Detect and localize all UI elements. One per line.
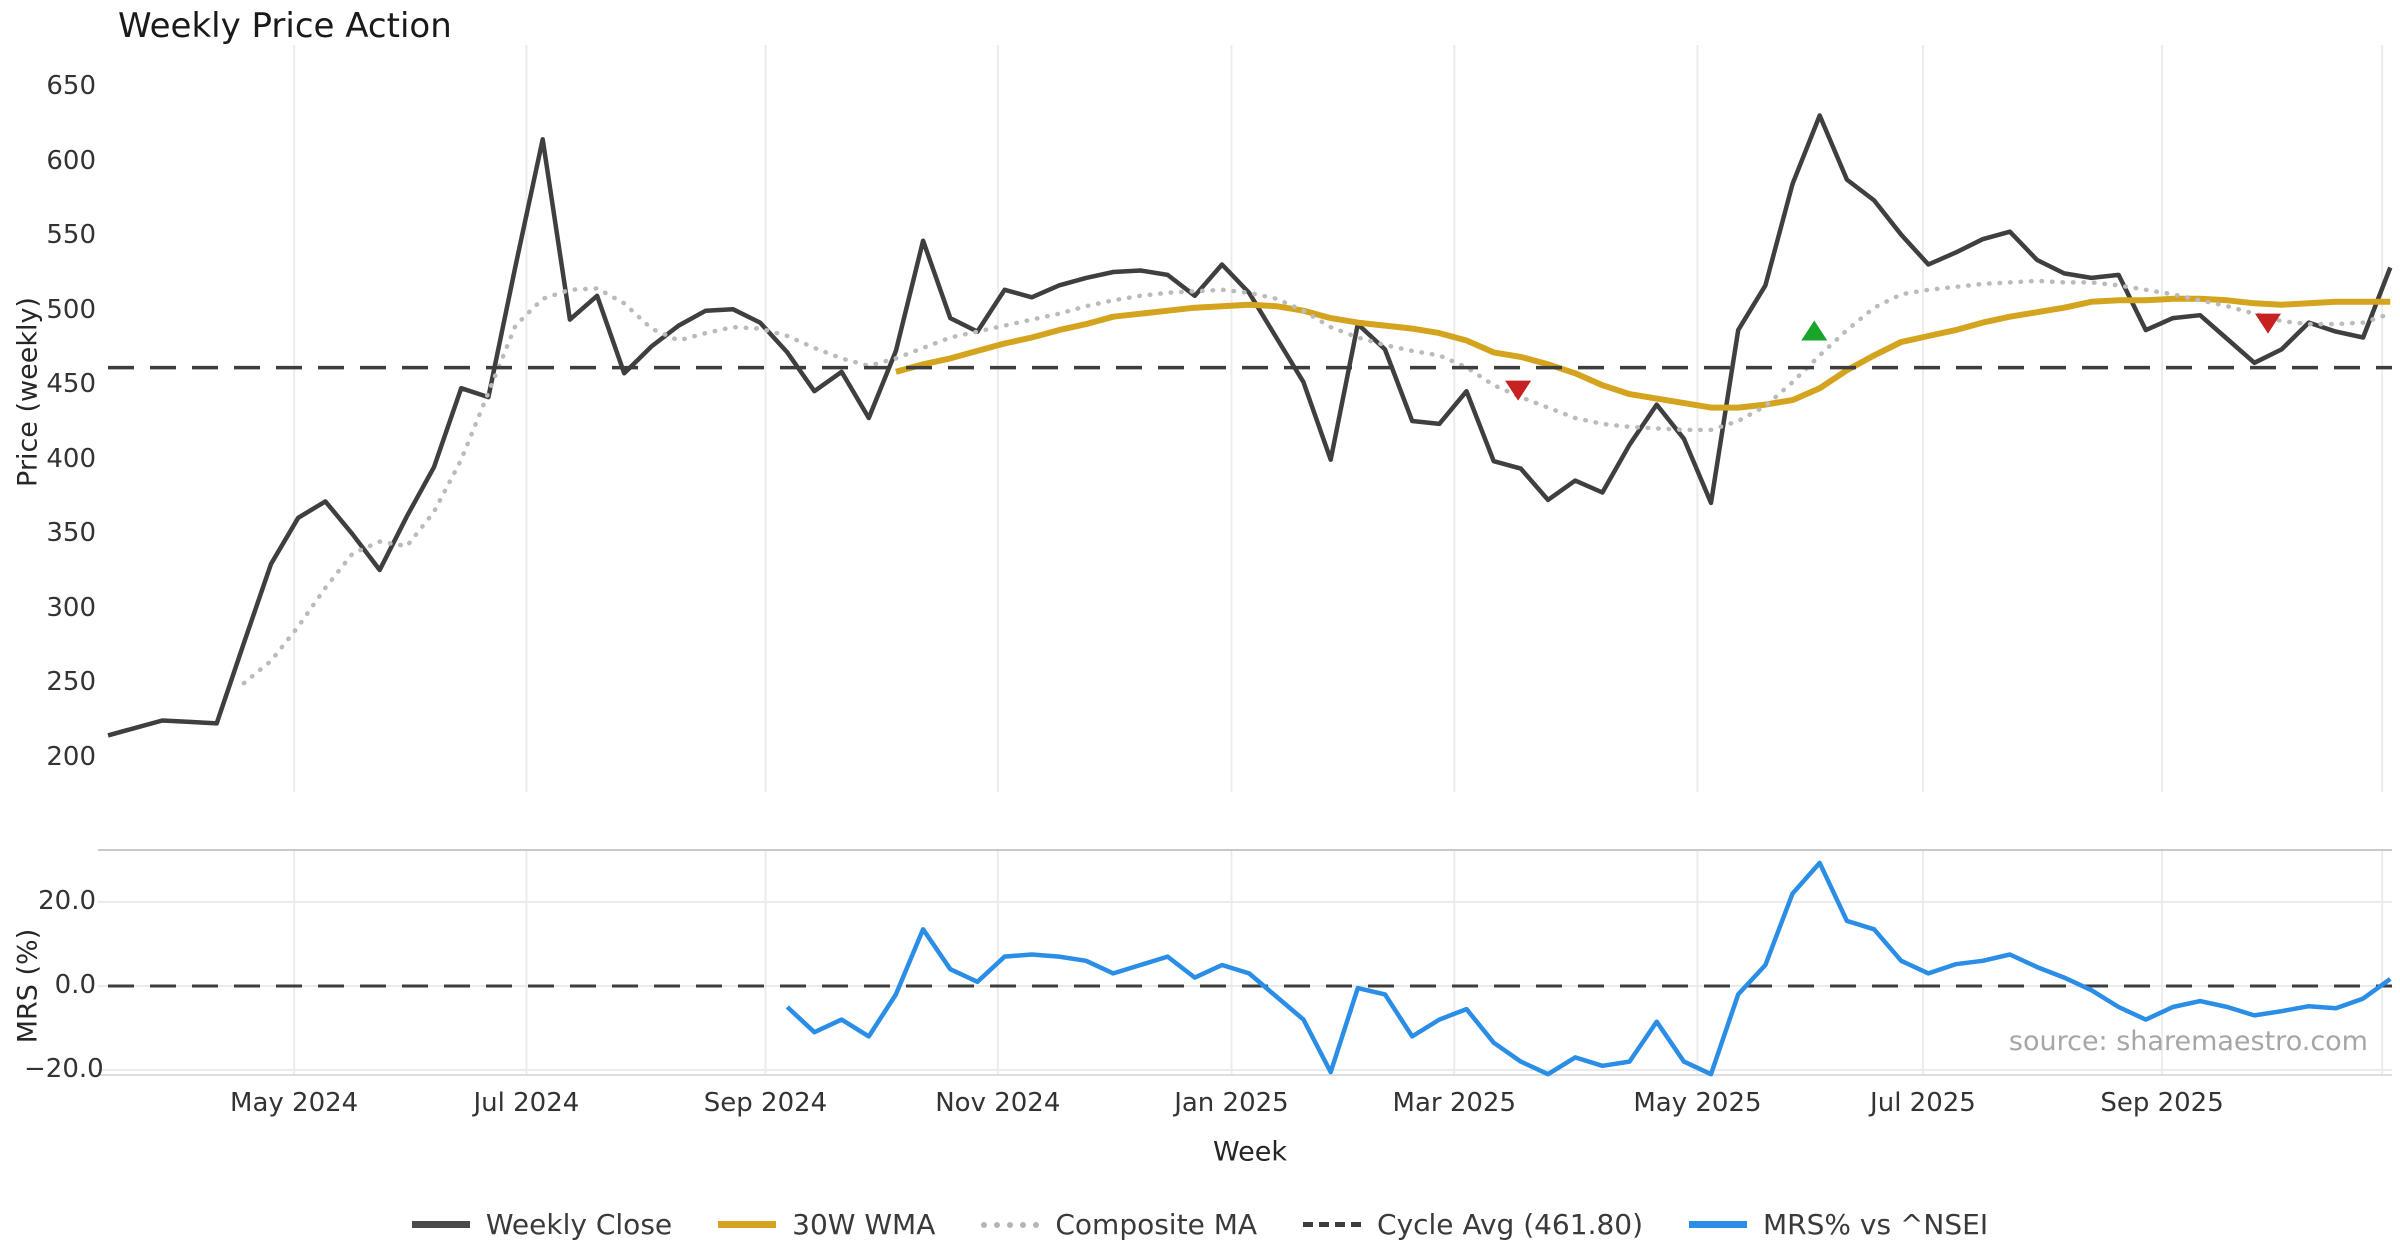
chart-title: Weekly Price Action bbox=[118, 6, 452, 46]
mrs-tick-label: −20.0 bbox=[24, 1054, 104, 1084]
price-tick-label: 200 bbox=[46, 741, 96, 772]
sell-marker-icon bbox=[2255, 313, 2282, 334]
x-tick-label: Sep 2025 bbox=[2100, 1088, 2224, 1118]
price-tick-label: 400 bbox=[46, 443, 96, 474]
legend: Weekly Close 30W WMA Composite MA Cycle Avg… bbox=[0, 1208, 2400, 1241]
legend-swatch-icon bbox=[1303, 1222, 1362, 1227]
x-tick-label: Nov 2024 bbox=[935, 1088, 1061, 1118]
x-tick-label: May 2025 bbox=[1633, 1088, 1762, 1118]
price-tick-label: 650 bbox=[46, 71, 96, 102]
series-mrs-vs-nsei bbox=[785, 860, 2392, 1077]
legend-label: Composite MA bbox=[1055, 1208, 1258, 1241]
x-tick-label: Sep 2024 bbox=[703, 1088, 828, 1118]
legend-item-30w-wma: 30W WMA bbox=[718, 1208, 935, 1241]
x-axis-label: Week bbox=[1213, 1136, 1287, 1168]
legend-swatch-icon bbox=[981, 1221, 1040, 1228]
legend-swatch-icon bbox=[718, 1221, 777, 1228]
sell-marker-icon bbox=[1505, 380, 1532, 401]
x-tick-label: Jul 2024 bbox=[473, 1088, 580, 1118]
price-tick-label: 500 bbox=[46, 294, 96, 325]
legend-label: Cycle Avg (461.80) bbox=[1377, 1208, 1644, 1241]
mrs-tick-label: 20.0 bbox=[38, 886, 96, 916]
x-tick-label: Jul 2025 bbox=[1870, 1088, 1976, 1118]
price-tick-label: 300 bbox=[46, 592, 96, 623]
price-tick-label: 450 bbox=[46, 369, 96, 400]
x-tick-label: Mar 2025 bbox=[1392, 1088, 1517, 1118]
x-tick-label: Jan 2025 bbox=[1174, 1088, 1289, 1118]
buy-marker-icon bbox=[1801, 320, 1828, 341]
legend-item-weekly-close: Weekly Close bbox=[411, 1208, 673, 1241]
legend-label: MRS% vs ^NSEI bbox=[1763, 1208, 1989, 1241]
mrs-tick-label: 0.0 bbox=[54, 970, 96, 1000]
legend-swatch-icon bbox=[411, 1221, 470, 1228]
price-tick-label: 250 bbox=[46, 667, 96, 698]
price-tick-label: 600 bbox=[46, 145, 96, 176]
legend-swatch-icon bbox=[1689, 1221, 1748, 1228]
legend-label: 30W WMA bbox=[792, 1208, 936, 1241]
price-tick-label: 550 bbox=[46, 220, 96, 251]
price-tick-label: 350 bbox=[46, 518, 96, 549]
legend-item-cycle-avg-461-80-: Cycle Avg (461.80) bbox=[1303, 1208, 1643, 1241]
legend-label: Weekly Close bbox=[485, 1208, 673, 1241]
series-30w-wma bbox=[895, 295, 2391, 411]
x-tick-label: May 2024 bbox=[230, 1088, 359, 1118]
series-weekly-close bbox=[107, 113, 2393, 738]
series-composite-ma bbox=[241, 278, 2393, 686]
legend-item-composite-ma: Composite MA bbox=[981, 1208, 1257, 1241]
source-note: source: sharemaestro.com bbox=[2008, 1026, 2368, 1057]
legend-item-mrs-vs-nsei: MRS% vs ^NSEI bbox=[1689, 1208, 1988, 1241]
